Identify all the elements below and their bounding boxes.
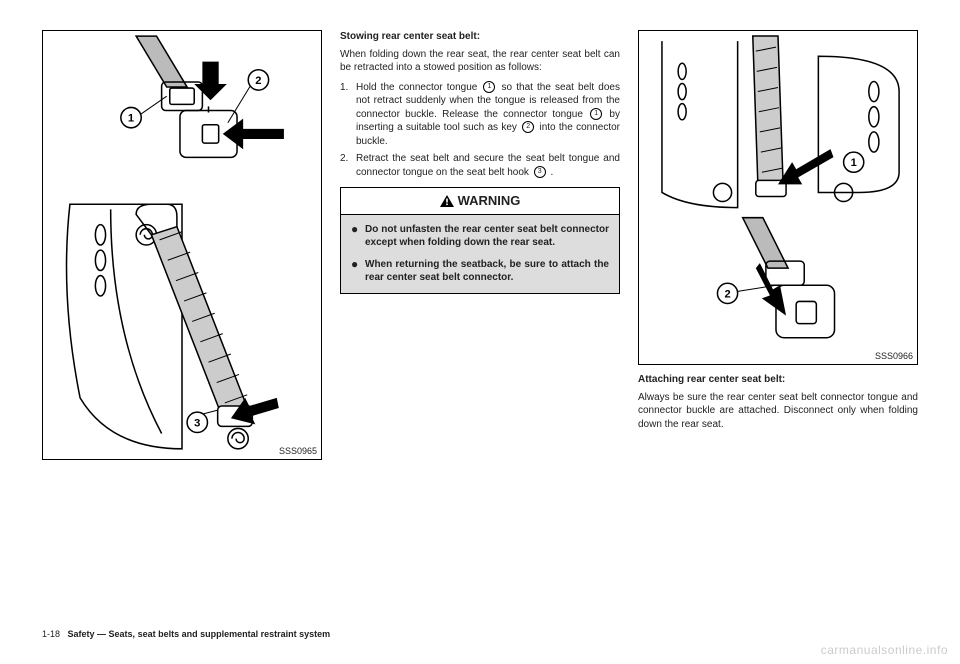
- attaching-heading: Attaching rear center seat belt:: [638, 373, 918, 387]
- warning-label: WARNING: [458, 193, 521, 208]
- page: 1 2: [0, 0, 960, 664]
- page-footer: 1-18 Safety — Seats, seat belts and supp…: [42, 628, 330, 640]
- warning-body: ● Do not unfasten the rear center seat b…: [341, 215, 619, 293]
- step-2: 2. Retract the seat belt and secure the …: [340, 152, 620, 179]
- warning-item-2: ● When returning the seatback, be sure t…: [351, 258, 609, 285]
- stowing-intro: When folding down the rear seat, the rea…: [340, 48, 620, 75]
- watermark: carmanualsonline.info: [821, 642, 948, 658]
- bullet-icon: ●: [351, 223, 365, 250]
- svg-text:3: 3: [194, 417, 200, 429]
- svg-text:1: 1: [128, 113, 134, 125]
- warning-item-1: ● Do not unfasten the rear center seat b…: [351, 223, 609, 250]
- step-1-text: Hold the connector tongue 1 so that the …: [356, 81, 620, 149]
- columns: 1 2: [42, 30, 918, 460]
- ref-circle-2: 2: [522, 121, 534, 133]
- ref-circle-3: 3: [534, 166, 546, 178]
- figure-sss0966: 1: [638, 30, 918, 365]
- figure-sss0965: 1 2: [42, 30, 322, 460]
- right-column: 1: [638, 30, 918, 460]
- figure-caption-left: SSS0965: [279, 445, 317, 457]
- warning-icon: [440, 195, 454, 207]
- center-column: Stowing rear center seat belt: When fold…: [340, 30, 620, 460]
- warning-title: WARNING: [341, 188, 619, 215]
- stowing-heading: Stowing rear center seat belt:: [340, 30, 620, 44]
- bullet-icon: ●: [351, 258, 365, 285]
- step-2-text: Retract the seat belt and secure the sea…: [356, 152, 620, 179]
- svg-text:2: 2: [724, 288, 730, 300]
- figure-caption-right: SSS0966: [875, 350, 913, 362]
- section-title: Safety — Seats, seat belts and supplemen…: [68, 629, 331, 639]
- warning-box: WARNING ● Do not unfasten the rear cente…: [340, 187, 620, 294]
- svg-text:2: 2: [255, 75, 261, 87]
- step-1-num: 1.: [340, 81, 356, 149]
- step-2-num: 2.: [340, 152, 356, 179]
- attaching-diagram: 1: [639, 31, 917, 364]
- attaching-para: Always be sure the rear center seat belt…: [638, 391, 918, 432]
- stowing-steps: 1. Hold the connector tongue 1 so that t…: [340, 81, 620, 180]
- page-number: 1-18: [42, 629, 60, 639]
- stowing-diagram: 1 2: [43, 31, 321, 459]
- ref-circle-1b: 1: [590, 108, 602, 120]
- svg-text:1: 1: [851, 157, 857, 169]
- step-1: 1. Hold the connector tongue 1 so that t…: [340, 81, 620, 149]
- ref-circle-1: 1: [483, 81, 495, 93]
- left-column: 1 2: [42, 30, 322, 460]
